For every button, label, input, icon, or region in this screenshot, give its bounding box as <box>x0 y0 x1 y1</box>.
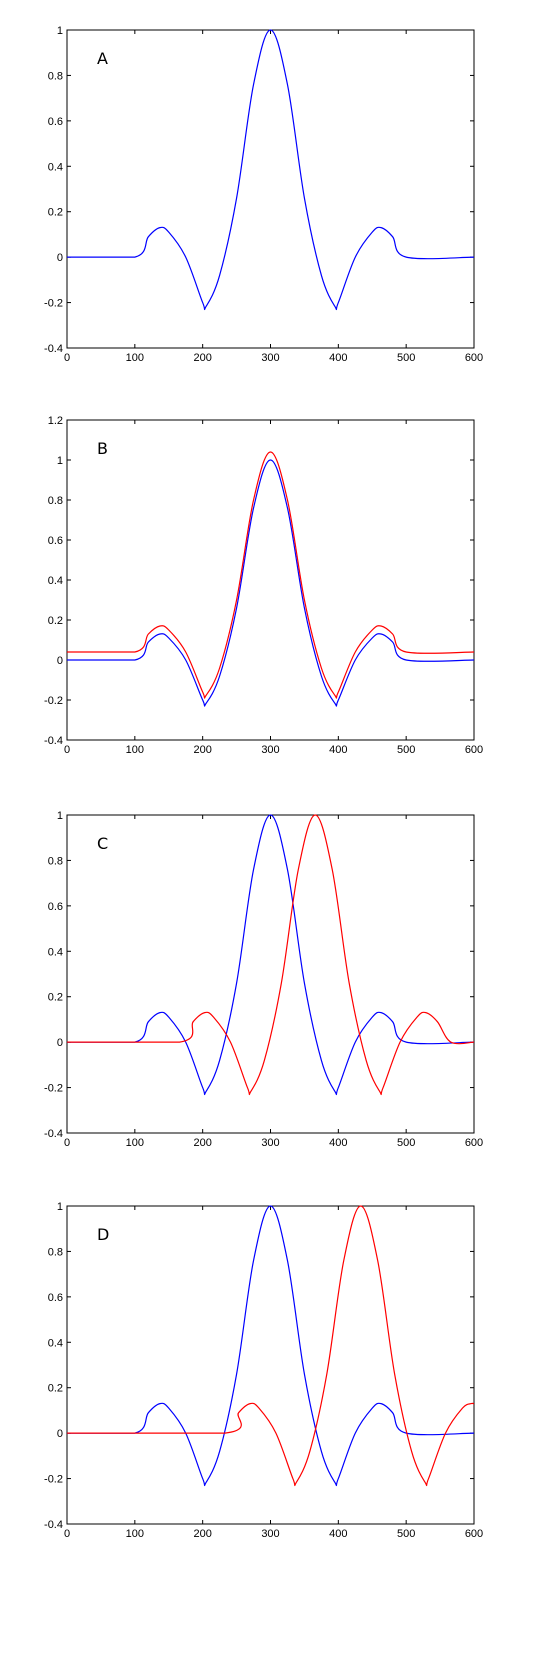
y-tick-label: 1 <box>57 455 63 467</box>
panel-label: A <box>97 49 108 68</box>
x-tick-label: 500 <box>397 352 415 364</box>
y-tick-label: -0.4 <box>44 735 63 747</box>
series-line-0 <box>67 1205 475 1487</box>
y-tick-label: 1.2 <box>48 415 63 427</box>
x-tick-label: 600 <box>465 1137 483 1149</box>
x-tick-label: 600 <box>465 744 483 756</box>
x-tick-label: 600 <box>465 1528 483 1540</box>
x-tick-label: 400 <box>329 1528 347 1540</box>
plot-area <box>66 1205 475 1525</box>
y-tick-label: -0.4 <box>44 1519 63 1531</box>
x-tick-label: 0 <box>64 1137 70 1149</box>
y-tick-label: -0.4 <box>44 1128 63 1140</box>
chart-panel-d: 0 100 200 300 400 500 600 -0.4 -0.2 0 0.2 0.4 0.6 0.8… <box>44 1201 483 1540</box>
y-tick-label: 0.8 <box>48 70 63 82</box>
series-line-1 <box>67 814 475 1096</box>
chart-panel-c: 0 100 200 300 400 500 600 -0.4 -0.2 0 0.2 0.4 0.6 0.8… <box>44 810 483 1149</box>
y-tick-label: 1 <box>57 1201 63 1213</box>
y-tick-label: 0.4 <box>48 575 63 587</box>
y-tick-label: 0.6 <box>48 116 63 128</box>
x-tick-label: 300 <box>261 744 279 756</box>
y-tick-label: 0 <box>57 655 63 667</box>
series-line-0 <box>67 29 475 311</box>
series-line-1 <box>67 1205 475 1487</box>
y-tick-label: 0 <box>57 252 63 264</box>
plot-area <box>66 814 475 1134</box>
x-tick-label: 100 <box>126 352 144 364</box>
y-tick-label: 0.4 <box>48 1337 63 1349</box>
x-tick-label: 400 <box>329 744 347 756</box>
x-tick-label: 500 <box>397 1528 415 1540</box>
y-tick-label: 0 <box>57 1037 63 1049</box>
x-tick-label: 200 <box>193 744 211 756</box>
panel-label: B <box>97 439 108 458</box>
y-tick-label: -0.2 <box>44 1474 63 1486</box>
series-line-1 <box>67 451 475 699</box>
y-tick-label: 0.6 <box>48 1292 63 1304</box>
x-tick-label: 200 <box>193 1137 211 1149</box>
y-tick-label: -0.2 <box>44 695 63 707</box>
y-tick-label: -0.2 <box>44 298 63 310</box>
x-tick-label: 300 <box>261 1528 279 1540</box>
y-tick-label: -0.2 <box>44 1083 63 1095</box>
series-line-0 <box>67 459 475 707</box>
x-tick-label: 0 <box>64 744 70 756</box>
x-tick-label: 400 <box>329 1137 347 1149</box>
y-tick-label: 0.8 <box>48 1246 63 1258</box>
y-tick-label: 0.8 <box>48 495 63 507</box>
x-tick-label: 200 <box>193 352 211 364</box>
x-tick-label: 500 <box>397 744 415 756</box>
x-tick-label: 100 <box>126 1137 144 1149</box>
y-tick-label: 1 <box>57 25 63 37</box>
panel-label: C <box>97 834 108 853</box>
x-tick-label: 200 <box>193 1528 211 1540</box>
y-tick-label: 0.8 <box>48 855 63 867</box>
plot-area <box>66 419 475 741</box>
x-tick-label: 100 <box>126 744 144 756</box>
y-tick-label: 0.4 <box>48 161 63 173</box>
x-tick-label: 0 <box>64 1528 70 1540</box>
chart-panel-a: 0 100 200 300 400 500 600 -0.4 -0.2 0 0.2 0.4 0.6 0.8… <box>44 25 483 364</box>
chart-panel-b: 0 100 200 300 400 500 600 -0.4 -0.2 0 0.2 0.4 0.6 0.8… <box>44 415 483 756</box>
x-tick-label: 400 <box>329 352 347 364</box>
x-tick-label: 600 <box>465 352 483 364</box>
x-tick-label: 300 <box>261 352 279 364</box>
y-tick-label: 0.2 <box>48 207 63 219</box>
x-tick-label: 300 <box>261 1137 279 1149</box>
y-tick-label: 0.6 <box>48 535 63 547</box>
series-line-0 <box>67 814 475 1096</box>
plot-area <box>66 29 475 349</box>
y-tick-label: 0.2 <box>48 615 63 627</box>
y-tick-label: 0.4 <box>48 946 63 958</box>
y-tick-label: 0.6 <box>48 901 63 913</box>
panel-label: D <box>97 1225 109 1244</box>
y-tick-label: -0.4 <box>44 343 63 355</box>
x-tick-label: 0 <box>64 352 70 364</box>
x-tick-label: 100 <box>126 1528 144 1540</box>
y-tick-label: 0.2 <box>48 992 63 1004</box>
y-tick-label: 0.2 <box>48 1383 63 1395</box>
x-tick-label: 500 <box>397 1137 415 1149</box>
y-tick-label: 1 <box>57 810 63 822</box>
y-tick-label: 0 <box>57 1428 63 1440</box>
